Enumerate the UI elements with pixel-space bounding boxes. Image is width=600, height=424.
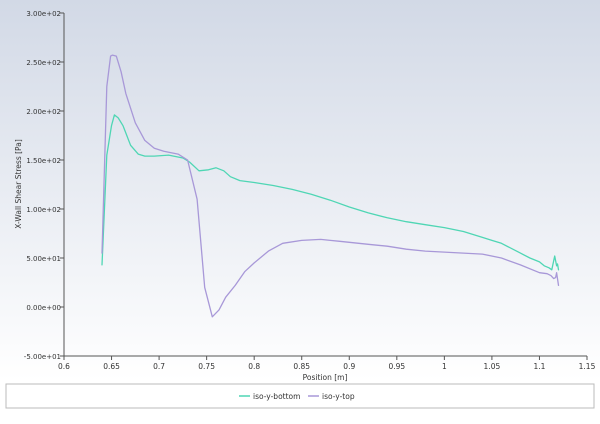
y-tick-label: 2.50e+02 (26, 59, 61, 67)
axes (63, 13, 587, 357)
x-tick-label: 0.7 (153, 362, 165, 371)
y-ticks: -5.00e+01 0.00e+00 5.00e+01 1.00e+02 1.50e+0… (24, 10, 64, 361)
x-tick-label: 0.95 (388, 362, 405, 371)
y-tick-label: 2.00e+02 (26, 108, 61, 116)
x-tick-label: 0.6 (58, 362, 70, 371)
series-lines (101, 54, 560, 318)
legend-items: iso-y-bottom iso-y-top (239, 392, 355, 401)
y-axis-label: X-Wall Shear Stress [Pa] (14, 139, 23, 229)
x-ticks: 0.6 0.65 0.7 0.75 0.8 0.85 0.9 0.95 1 1.05 1.1 1.15 (58, 356, 596, 371)
x-tick-label: 1.1 (533, 362, 545, 371)
x-tick-label: 1.15 (579, 362, 596, 371)
series-line-iso-y-top (101, 54, 560, 318)
y-tick-label: 1.00e+02 (26, 206, 61, 214)
y-tick-label: 3.00e+02 (26, 10, 61, 18)
x-tick-label: 0.85 (293, 362, 310, 371)
x-tick-label: 0.75 (198, 362, 215, 371)
legend-box (5, 383, 595, 409)
y-tick-label: 5.00e+01 (26, 255, 61, 263)
x-axis-label: Position [m] (303, 373, 348, 382)
x-tick-label: 0.65 (103, 362, 120, 371)
x-tick-label: 1 (442, 362, 447, 371)
legend-label-iso-y-top: iso-y-top (322, 392, 355, 401)
y-tick-label: 1.50e+02 (26, 157, 61, 165)
series-line-iso-y-bottom (101, 114, 560, 271)
chart-background (0, 0, 600, 381)
y-tick-label: 0.00e+00 (26, 304, 61, 312)
y-tick-label: -5.00e+01 (24, 353, 61, 361)
x-tick-label: 1.05 (484, 362, 501, 371)
legend: iso-y-bottom iso-y-top (5, 383, 595, 409)
x-tick-label: 0.9 (343, 362, 355, 371)
x-tick-label: 0.8 (248, 362, 260, 371)
legend-label-iso-y-bottom: iso-y-bottom (253, 392, 300, 401)
